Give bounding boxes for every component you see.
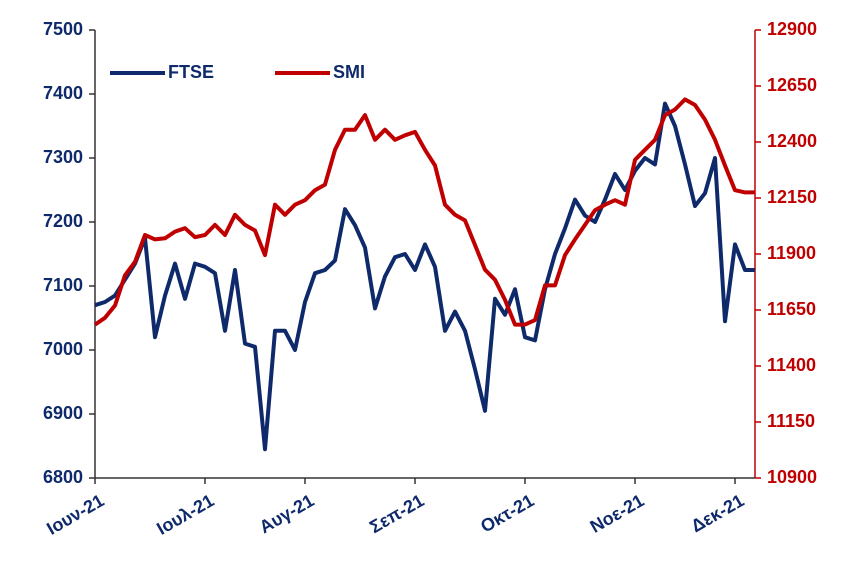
x-tick-label: Οκτ-21 — [477, 490, 537, 536]
x-tick-label: Σεπ-21 — [366, 490, 427, 537]
x-tick-label: Ιουν-21 — [43, 490, 107, 539]
legend-label: FTSE — [168, 62, 214, 82]
y2-tick-label: 11900 — [767, 243, 816, 263]
y-tick-label: 7000 — [43, 339, 83, 359]
y-tick-label: 7400 — [43, 83, 83, 103]
y2-tick-label: 10900 — [767, 467, 817, 487]
y2-tick-label: 12400 — [767, 131, 817, 151]
y2-tick-label: 11150 — [767, 411, 815, 431]
y-tick-label: 7300 — [43, 147, 83, 167]
legend-label: SMI — [333, 62, 365, 82]
x-tick-label: Δεκ-21 — [688, 490, 748, 536]
x-tick-label: Ιουλ-21 — [153, 490, 217, 539]
y-tick-label: 7200 — [43, 211, 83, 231]
x-tick-label: Νοε-21 — [587, 490, 648, 537]
y-tick-label: 6800 — [43, 467, 83, 487]
series-line — [93, 97, 755, 327]
y2-tick-label: 12150 — [767, 187, 817, 207]
y2-tick-label: 11650 — [767, 299, 816, 319]
y2-tick-label: 11400 — [767, 355, 816, 375]
y-tick-label: 6900 — [43, 403, 83, 423]
series-line — [94, 101, 755, 452]
y-tick-label: 7100 — [43, 275, 83, 295]
y2-tick-label: 12900 — [767, 19, 817, 39]
y2-tick-label: 12650 — [767, 75, 817, 95]
y-tick-label: 7500 — [43, 19, 83, 39]
x-tick-label: Αυγ-21 — [256, 490, 318, 537]
